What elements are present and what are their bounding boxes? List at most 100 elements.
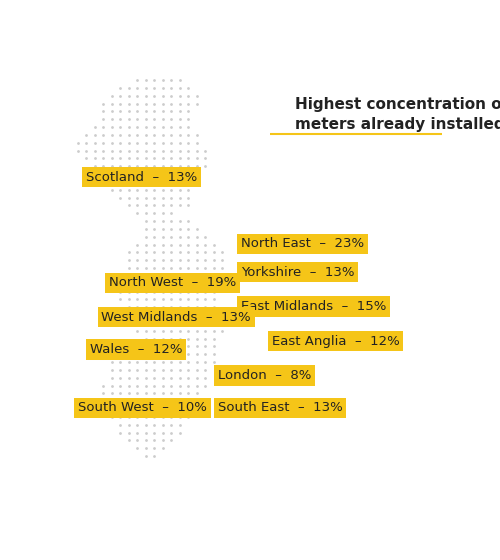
Point [168,185,175,194]
Point [202,350,209,359]
Point [150,319,158,328]
Point [184,397,192,406]
Point [184,295,192,304]
Point [168,412,175,421]
Point [168,397,175,406]
Point [168,279,175,288]
Point [193,311,201,320]
Point [142,404,150,413]
Point [116,170,124,179]
Point [168,76,175,85]
Point [184,311,192,320]
Point [168,374,175,382]
Point [108,185,116,194]
Point [159,123,167,132]
Point [176,404,184,413]
Text: East Midlands  –  15%: East Midlands – 15% [241,300,386,313]
Point [168,232,175,241]
Point [82,154,90,163]
Point [176,225,184,234]
Point [210,319,218,328]
Point [125,256,133,265]
Point [125,272,133,281]
Point [116,146,124,155]
Point [184,342,192,351]
Point [150,420,158,429]
Point [202,240,209,249]
Point [176,232,184,241]
Point [176,115,184,124]
Point [91,154,99,163]
Point [134,146,141,155]
Point [184,107,192,116]
Point [159,99,167,108]
Point [125,123,133,132]
Point [218,326,226,335]
Point [142,201,150,210]
Point [142,412,150,421]
Point [116,358,124,367]
Point [134,240,141,249]
Point [134,256,141,265]
Point [100,99,108,108]
Point [210,311,218,320]
Point [184,326,192,335]
Point [142,170,150,179]
Point [116,115,124,124]
Point [134,436,141,445]
Point [159,240,167,249]
Text: West Midlands  –  13%: West Midlands – 13% [101,311,251,324]
Point [100,115,108,124]
Point [184,162,192,171]
Point [150,76,158,85]
Point [184,374,192,382]
Point [159,412,167,421]
Point [150,99,158,108]
Point [193,303,201,312]
Point [134,319,141,328]
Point [134,99,141,108]
Point [142,326,150,335]
Point [184,201,192,210]
Point [159,381,167,390]
Point [184,217,192,226]
Point [168,178,175,186]
Point [193,178,201,186]
Point [168,303,175,312]
Point [193,170,201,179]
Point [134,83,141,92]
Point [184,412,192,421]
Point [125,162,133,171]
Point [100,389,108,398]
Point [193,381,201,390]
Point [168,130,175,139]
Point [125,342,133,351]
Point [116,404,124,413]
Point [100,146,108,155]
Point [150,201,158,210]
Point [193,334,201,343]
Point [125,279,133,288]
Point [142,178,150,186]
Point [193,264,201,273]
Point [168,201,175,210]
Point [150,83,158,92]
Point [159,428,167,437]
Point [159,264,167,273]
Point [100,162,108,171]
Point [100,130,108,139]
Point [202,342,209,351]
Point [168,287,175,296]
Point [150,232,158,241]
Point [100,381,108,390]
Point [116,287,124,296]
Point [176,334,184,343]
Point [193,146,201,155]
Point [116,374,124,382]
Point [125,428,133,437]
Point [159,311,167,320]
Point [168,319,175,328]
Point [125,138,133,147]
Point [168,264,175,273]
Point [134,366,141,375]
